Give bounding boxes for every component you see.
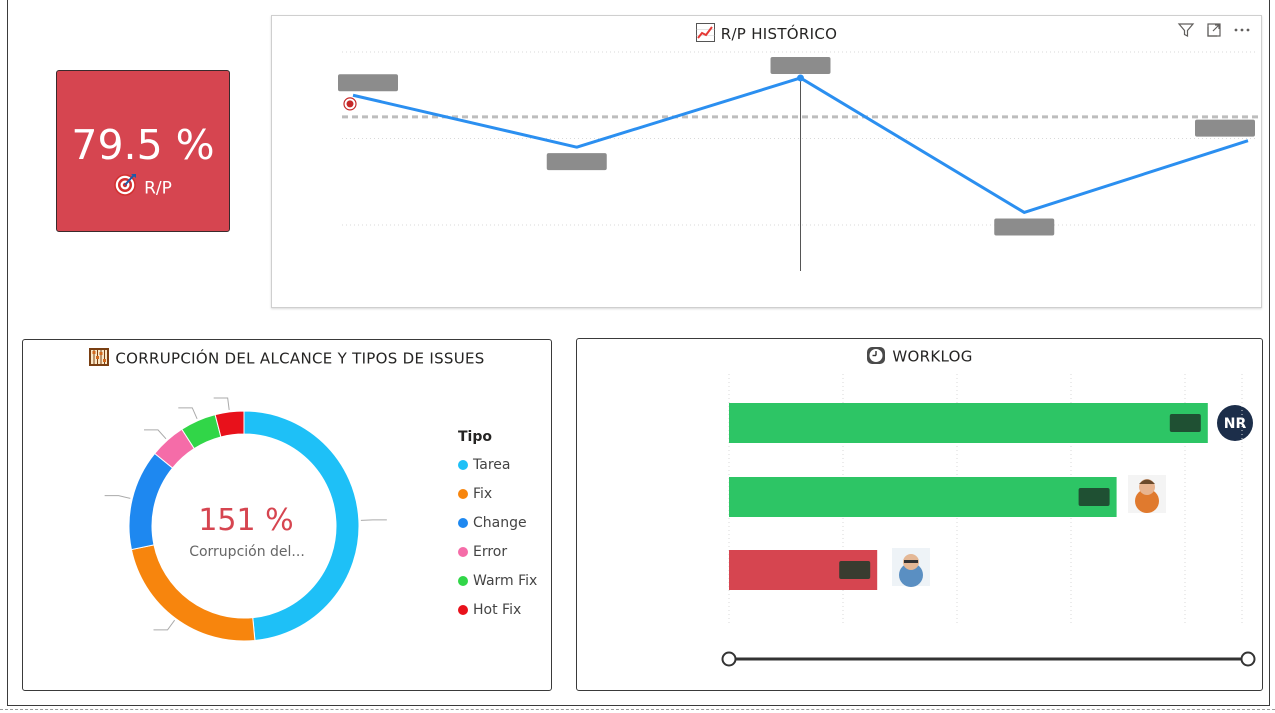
bar-1: [729, 477, 1117, 517]
x-axis-range-slider[interactable]: [721, 651, 1256, 667]
data-label-72: [994, 218, 1055, 236]
worklog-panel[interactable]: WORKLOG NR: [576, 338, 1263, 691]
data-label-71: [770, 56, 831, 74]
expand-icon[interactable]: [1205, 21, 1223, 39]
chart-increasing-icon: [695, 23, 715, 46]
bar-value-badge: [839, 561, 871, 579]
scope-corruption-panel[interactable]: CORRUPCIÓN DEL ALCANCE Y TIPOS DE ISSUES…: [22, 339, 552, 691]
donut-leader-line: [178, 407, 198, 420]
avatar-javier: [1128, 475, 1166, 513]
abacus-icon: [89, 348, 110, 370]
more-options-icon[interactable]: [1233, 21, 1251, 39]
worklog-bar-chart: NR: [721, 374, 1256, 667]
legend-item-warm-fix[interactable]: Warm Fix: [458, 566, 537, 595]
legend-label: Tarea: [473, 456, 511, 473]
legend-title: Tipo: [458, 429, 492, 445]
legend-item-fix[interactable]: Fix: [458, 479, 537, 508]
legend-item-hot-fix[interactable]: Hot Fix: [458, 595, 537, 624]
avatar-nahuel: NR: [1217, 405, 1253, 441]
kpi-label-row: R/P: [57, 172, 229, 205]
donut-slice-change: [128, 452, 174, 551]
data-label-bg: [1195, 119, 1255, 137]
target-reference-label-group: [343, 97, 357, 111]
donut-leader-line: [104, 495, 131, 499]
issue-type-donut-chart: 151 % Corrupción del...: [104, 397, 387, 642]
rp-kpi-card[interactable]: 79.5 % R/P: [56, 70, 230, 232]
worklog-title: WORKLOG: [577, 345, 1262, 369]
bar-value-badge: [1078, 488, 1110, 506]
filter-icon[interactable]: [1177, 21, 1195, 39]
data-label-bg: [994, 218, 1055, 236]
rp-historico-title-text: R/P HISTÓRICO: [720, 25, 838, 43]
rp-line-chart: [338, 51, 1258, 271]
scope-corruption-title-text: CORRUPCIÓN DEL ALCANCE Y TIPOS DE ISSUES: [115, 349, 485, 368]
donut-center-value: 151 %: [198, 503, 293, 538]
report-frame: [7, 0, 1270, 706]
worklog-title-text: WORKLOG: [892, 347, 973, 366]
data-label-73: [1195, 119, 1255, 137]
data-label-69: [338, 74, 398, 92]
donut-center-label: Corrupción del...: [189, 544, 305, 560]
report-bottom-border: [0, 709, 1275, 710]
rp-historico-panel[interactable]: R/P HISTÓRICO: [271, 15, 1262, 308]
donut-leader-line: [143, 429, 167, 440]
bar-0: [729, 403, 1208, 443]
legend-label: Warm Fix: [473, 572, 538, 589]
data-label-70: [546, 153, 607, 171]
issue-type-legend: Tipo Tarea Fix Change Error Warm Fix Hot Fix: [458, 429, 537, 624]
donut-leader-line: [360, 519, 387, 521]
scope-corruption-title: CORRUPCIÓN DEL ALCANCE Y TIPOS DE ISSUES: [23, 348, 551, 370]
visual-header-icons: [1177, 21, 1251, 39]
legend-color-dot: [458, 604, 468, 615]
legend-label: Fix: [473, 485, 493, 502]
legend-label: Hot Fix: [473, 601, 522, 618]
legend-label: Change: [473, 514, 527, 531]
bar-value-badge: [1169, 414, 1201, 432]
legend-color-dot: [458, 575, 468, 586]
legend-label: Error: [473, 543, 508, 560]
kpi-label: R/P: [144, 178, 172, 199]
legend-color-dot: [458, 546, 468, 557]
donut-slice-hot-fix: [214, 410, 245, 438]
legend-item-error[interactable]: Error: [458, 537, 537, 566]
target-icon: [114, 172, 138, 205]
legend-item-change[interactable]: Change: [458, 508, 537, 537]
data-label-bg: [338, 74, 398, 92]
legend-item-tarea[interactable]: Tarea: [458, 450, 537, 479]
legend-color-dot: [458, 488, 468, 499]
rp-historico-title: R/P HISTÓRICO: [272, 23, 1261, 46]
avatar-alejandro: [892, 548, 930, 587]
legend-color-dot: [458, 517, 468, 528]
mantelpiece-clock-icon: [866, 345, 886, 369]
legend-color-dot: [458, 459, 468, 470]
highlight-point: [797, 74, 804, 82]
donut-leader-line: [213, 397, 230, 411]
donut-leader-line: [153, 619, 176, 631]
avatar-initials: NR: [1224, 416, 1247, 432]
data-label-bg: [770, 56, 831, 74]
kpi-value: 79.5 %: [71, 121, 215, 169]
target-icon-ring: [346, 100, 354, 108]
data-label-bg: [546, 153, 607, 171]
